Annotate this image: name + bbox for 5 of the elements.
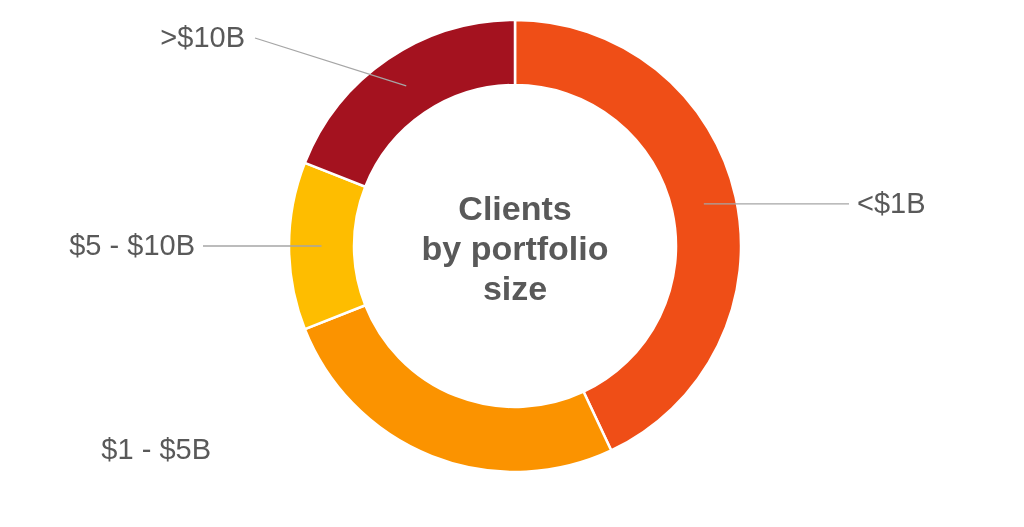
slice-label: $5 - $10B	[69, 229, 195, 261]
slice-label: $1 - $5B	[101, 433, 211, 465]
slice-label: <$1B	[857, 186, 926, 219]
text: Clients by portfolio size	[421, 189, 609, 307]
slice-label: >$10B	[160, 21, 245, 53]
